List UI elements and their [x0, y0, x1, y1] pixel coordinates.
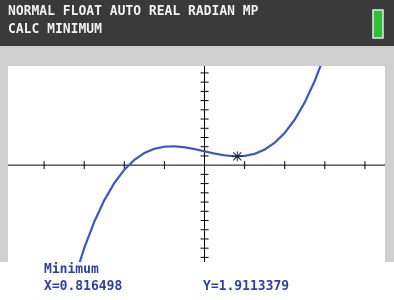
readout-title: Minimum: [44, 262, 99, 277]
menu-text: CALC MINIMUM: [8, 22, 102, 37]
trace-cursor: [232, 151, 242, 161]
mode-text: NORMAL FLOAT AUTO REAL RADIAN MP: [8, 4, 259, 19]
readout-y: Y=1.9113379: [203, 279, 289, 294]
page: {"status_bar": {"mode": "NORMAL FLOAT AU…: [0, 0, 394, 300]
readout-x: X=0.816498: [44, 279, 122, 294]
graph-area: [8, 66, 385, 262]
screen: NORMAL FLOAT AUTO REAL RADIAN MP CALC MI…: [0, 0, 394, 300]
battery-icon: [373, 10, 383, 38]
